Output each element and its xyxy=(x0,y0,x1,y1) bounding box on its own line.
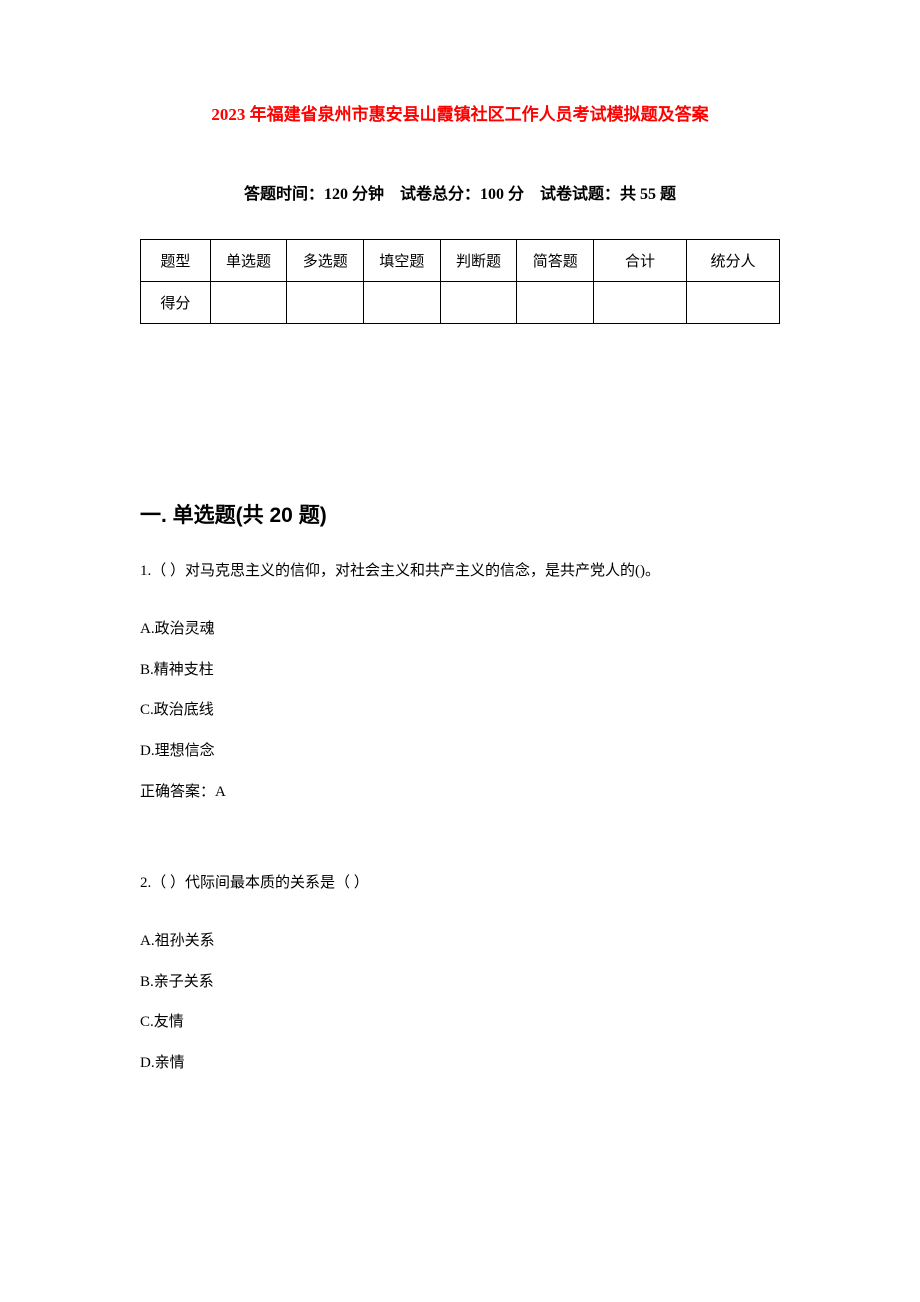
section-heading: 一. 单选题(共 20 题) xyxy=(140,499,780,529)
option-label: B. xyxy=(140,662,154,678)
option-c: C.友情 xyxy=(140,1011,780,1034)
question-body: （ ）对马克思主义的信仰，对社会主义和共产主义的信念，是共产党人的()。 xyxy=(151,563,660,579)
option-label: D. xyxy=(140,1055,155,1071)
col-header: 单选题 xyxy=(210,240,287,282)
score-cell xyxy=(687,282,780,324)
option-b: B.精神支柱 xyxy=(140,659,780,682)
option-label: A. xyxy=(140,933,155,949)
option-c: C.政治底线 xyxy=(140,699,780,722)
option-text: 祖孙关系 xyxy=(155,933,215,949)
col-header: 填空题 xyxy=(364,240,441,282)
answer-label: 正确答案： xyxy=(140,784,215,800)
question-text: 2.（ ）代际间最本质的关系是（ ） xyxy=(140,871,780,895)
score-cell xyxy=(364,282,441,324)
col-header: 判断题 xyxy=(440,240,517,282)
count-label: 试卷试题： xyxy=(540,186,620,203)
score-cell xyxy=(287,282,364,324)
col-header: 简答题 xyxy=(517,240,594,282)
option-text: 政治底线 xyxy=(154,702,214,718)
table-header-row: 题型 单选题 多选题 填空题 判断题 简答题 合计 统分人 xyxy=(141,240,780,282)
table-score-row: 得分 xyxy=(141,282,780,324)
count-value: 共 55 题 xyxy=(620,186,676,203)
option-label: A. xyxy=(140,621,155,637)
correct-answer: 正确答案：A xyxy=(140,780,780,801)
answer-value: A xyxy=(215,784,226,800)
col-total: 合计 xyxy=(594,240,687,282)
option-text: 友情 xyxy=(154,1014,184,1030)
score-table: 题型 单选题 多选题 填空题 判断题 简答题 合计 统分人 得分 xyxy=(140,239,780,324)
option-text: 政治灵魂 xyxy=(155,621,215,637)
score-cell xyxy=(440,282,517,324)
option-b: B.亲子关系 xyxy=(140,971,780,994)
option-d: D.理想信念 xyxy=(140,740,780,763)
question-2: 2.（ ）代际间最本质的关系是（ ） A.祖孙关系 B.亲子关系 C.友情 D.… xyxy=(140,871,780,1074)
score-cell xyxy=(517,282,594,324)
question-1: 1.（ ）对马克思主义的信仰，对社会主义和共产主义的信念，是共产党人的()。 A… xyxy=(140,559,780,801)
option-text: 精神支柱 xyxy=(154,662,214,678)
question-number: 1. xyxy=(140,563,151,579)
total-value: 100 分 xyxy=(480,186,524,203)
question-body: （ ）代际间最本质的关系是（ ） xyxy=(151,875,369,891)
exam-info: 答题时间：120 分钟 试卷总分：100 分 试卷试题：共 55 题 xyxy=(140,180,780,204)
option-a: A.祖孙关系 xyxy=(140,930,780,953)
row-label-score: 得分 xyxy=(141,282,211,324)
time-label: 答题时间： xyxy=(244,186,324,203)
col-scorer: 统分人 xyxy=(687,240,780,282)
col-header: 多选题 xyxy=(287,240,364,282)
question-number: 2. xyxy=(140,875,151,891)
option-text: 理想信念 xyxy=(155,743,215,759)
time-value: 120 分钟 xyxy=(324,186,384,203)
option-a: A.政治灵魂 xyxy=(140,618,780,641)
row-label-type: 题型 xyxy=(141,240,211,282)
option-label: B. xyxy=(140,974,154,990)
question-text: 1.（ ）对马克思主义的信仰，对社会主义和共产主义的信念，是共产党人的()。 xyxy=(140,559,780,583)
option-text: 亲子关系 xyxy=(154,974,214,990)
option-text: 亲情 xyxy=(155,1055,185,1071)
total-label: 试卷总分： xyxy=(400,186,480,203)
option-label: C. xyxy=(140,702,154,718)
score-cell xyxy=(210,282,287,324)
document-title: 2023 年福建省泉州市惠安县山霞镇社区工作人员考试模拟题及答案 xyxy=(140,100,780,125)
score-cell xyxy=(594,282,687,324)
option-d: D.亲情 xyxy=(140,1052,780,1075)
option-label: C. xyxy=(140,1014,154,1030)
option-label: D. xyxy=(140,743,155,759)
